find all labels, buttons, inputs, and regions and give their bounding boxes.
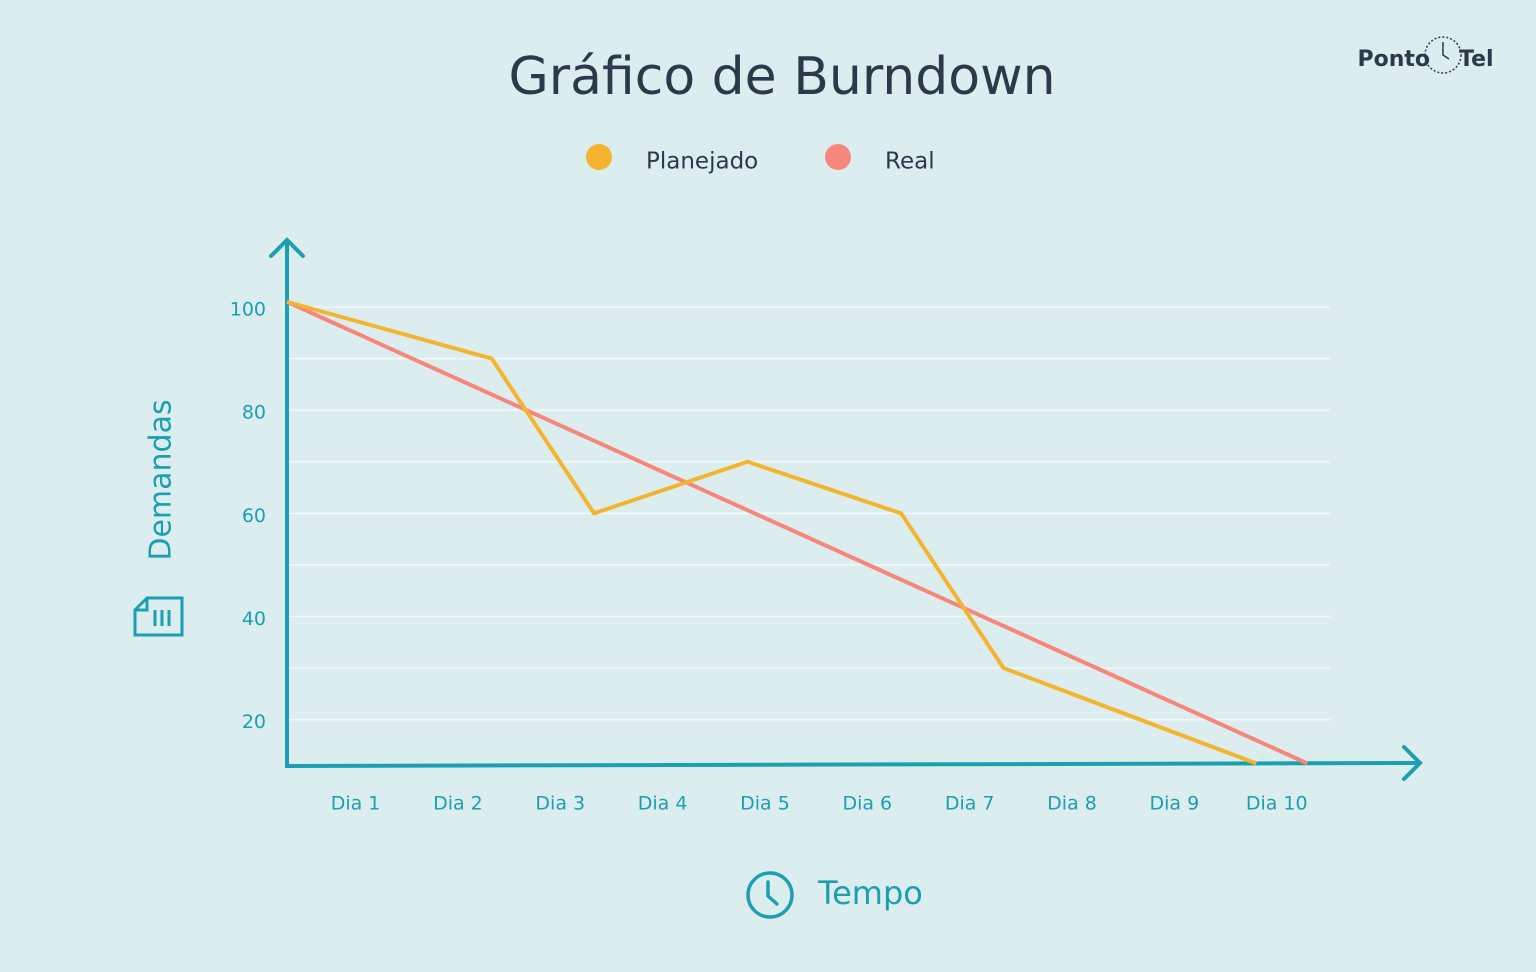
y-tick-label: 60 (242, 505, 266, 527)
y-tick-label: 20 (242, 711, 266, 733)
logo-clock (1424, 36, 1462, 74)
logo-right: Tel (1459, 47, 1494, 72)
x-tick-label: Dia 1 (331, 793, 381, 815)
clock-hand (766, 880, 779, 906)
x-axis-arrow (1402, 745, 1423, 781)
logo-left: Ponto (1357, 47, 1430, 72)
x-tick-label: Dia 10 (1246, 793, 1308, 815)
x-tick-label: Dia 7 (945, 793, 995, 815)
logo-hand (1442, 42, 1450, 60)
y-tick-label: 80 (242, 402, 266, 424)
chart-title: Gráfico de Burndown (508, 47, 1055, 107)
x-axis-label: Tempo (817, 874, 923, 912)
y-axis-label: Demandas (144, 399, 179, 560)
x-tick-label: Dia 5 (740, 793, 790, 815)
x-tick-label: Dia 9 (1150, 793, 1200, 815)
x-tick-label: Dia 4 (638, 793, 688, 815)
legend-label: Planejado (646, 149, 758, 175)
x-tick-label: Dia 8 (1047, 793, 1097, 815)
x-axis (284, 761, 1421, 768)
legend-marker (825, 144, 851, 170)
x-tick-label: Dia 2 (433, 793, 483, 815)
y-tick-label: 40 (242, 608, 266, 630)
x-tick-label: Dia 6 (842, 793, 892, 815)
legend-label: Real (885, 149, 935, 175)
line (286, 300, 1309, 766)
y-tick-label: 100 (230, 299, 266, 321)
legend-marker (586, 144, 612, 170)
y-axis-arrow (269, 237, 305, 258)
x-tick-label: Dia 3 (535, 793, 585, 815)
document-icon (133, 596, 184, 637)
line (286, 299, 1257, 766)
clock-icon (746, 871, 794, 919)
